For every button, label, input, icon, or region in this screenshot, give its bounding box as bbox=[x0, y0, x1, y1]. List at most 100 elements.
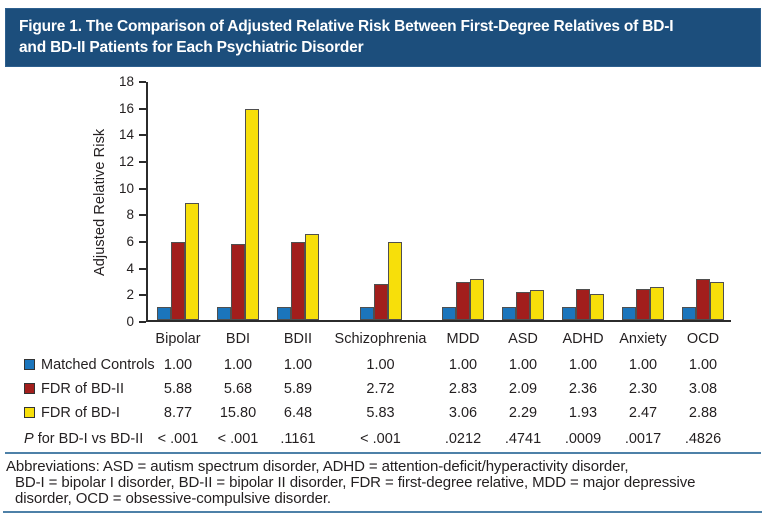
p-value: < .001 bbox=[360, 431, 401, 447]
p-value: < .001 bbox=[217, 431, 259, 447]
y-tick-mark bbox=[139, 134, 146, 137]
p-value: .0212 bbox=[444, 431, 482, 447]
note-line-1: Abbreviations: ASD = autism spectrum dis… bbox=[6, 458, 629, 475]
data-value: 2.29 bbox=[508, 405, 538, 421]
legend-swatch bbox=[24, 359, 35, 370]
bar-fdr-of-bd-i bbox=[470, 279, 484, 320]
data-value: 1.00 bbox=[508, 357, 538, 373]
y-tick-mark bbox=[139, 294, 146, 297]
data-value: 5.89 bbox=[283, 381, 313, 397]
data-value: 2.36 bbox=[568, 381, 598, 397]
data-value: 1.00 bbox=[283, 357, 313, 373]
bar-fdr-of-bd-ii bbox=[291, 241, 305, 320]
category-label: ADHD bbox=[562, 331, 604, 347]
y-tick-label: 2 bbox=[126, 287, 134, 303]
bar-matched-controls bbox=[562, 306, 576, 320]
data-value: 1.93 bbox=[568, 405, 598, 421]
bar-fdr-of-bd-ii bbox=[516, 292, 530, 320]
p-value: < .001 bbox=[157, 431, 199, 447]
category-label: BDI bbox=[225, 331, 251, 347]
legend-label: FDR of BD-II bbox=[41, 381, 124, 397]
category-label: ASD bbox=[508, 331, 538, 347]
y-tick-mark bbox=[139, 214, 146, 217]
data-value: 3.08 bbox=[688, 381, 718, 397]
p-value: .4826 bbox=[684, 431, 722, 447]
legend-swatch bbox=[24, 383, 35, 394]
bar-matched-controls bbox=[359, 306, 374, 320]
data-value: 1.00 bbox=[366, 357, 395, 373]
y-tick-mark bbox=[139, 81, 146, 83]
p-value: .0017 bbox=[624, 431, 662, 447]
divider-rule-bottom bbox=[3, 511, 762, 513]
y-tick-label: 6 bbox=[126, 234, 134, 249]
y-tick-mark bbox=[139, 241, 146, 243]
bar-fdr-of-bd-i bbox=[590, 294, 604, 320]
p-value: .0009 bbox=[564, 431, 602, 447]
p-value-row: P for BD-I vs BD-II < .001 < .001 .1161 < .0… bbox=[0, 430, 768, 449]
category-label: Bipolar bbox=[155, 331, 201, 347]
plot-area bbox=[146, 82, 731, 322]
bar-fdr-of-bd-ii bbox=[636, 289, 650, 320]
data-value: 2.47 bbox=[628, 405, 658, 421]
y-tick-mark bbox=[139, 161, 146, 163]
data-value: 5.68 bbox=[223, 381, 253, 397]
category-label: Anxiety bbox=[619, 331, 667, 347]
data-value: 2.88 bbox=[688, 405, 718, 421]
y-tick-label: 8 bbox=[126, 207, 134, 223]
p-value: .1161 bbox=[280, 431, 316, 447]
data-value: 2.30 bbox=[628, 381, 658, 397]
p-row-label-rest: for BD-I vs BD-II bbox=[33, 431, 144, 447]
bar-matched-controls bbox=[622, 306, 636, 320]
data-value: 6.48 bbox=[283, 405, 313, 421]
data-value: 2.83 bbox=[448, 381, 478, 397]
legend-label: Matched Controls bbox=[41, 357, 155, 373]
data-value: 2.72 bbox=[366, 381, 395, 397]
p-row-label-italic: P bbox=[24, 431, 34, 447]
p-row-label: P for BD-I vs BD-II bbox=[24, 430, 143, 449]
data-value: 1.00 bbox=[688, 357, 718, 373]
data-value: 8.77 bbox=[163, 405, 193, 421]
divider-rule-top bbox=[5, 452, 761, 454]
data-value: 1.00 bbox=[448, 357, 478, 373]
figure-title-bar: Figure 1. The Comparison of Adjusted Rel… bbox=[5, 8, 761, 67]
p-value: .4741 bbox=[504, 431, 542, 447]
abbreviations-note: Abbreviations: ASD = autism spectrum dis… bbox=[6, 458, 754, 508]
figure-title-line-2: and BD-II Patients for Each Psychiatric … bbox=[19, 38, 364, 56]
bar-fdr-of-bd-i bbox=[650, 287, 664, 320]
data-value: 15.80 bbox=[219, 405, 257, 421]
note-line-2: BD-I = bipolar I disorder, BD-II = bipol… bbox=[15, 474, 696, 492]
legend-row: FDR of BD-II 5.88 5.68 5.89 2.72 2.83 2.09 2.36… bbox=[0, 380, 768, 399]
bar-fdr-of-bd-ii bbox=[373, 283, 388, 320]
y-tick-label: 4 bbox=[126, 260, 134, 276]
data-value: 2.09 bbox=[508, 381, 538, 397]
y-tick-label: 16 bbox=[118, 100, 134, 116]
data-value: 1.00 bbox=[568, 357, 598, 373]
y-tick-label: 10 bbox=[118, 180, 134, 196]
y-tick-label: 0 bbox=[126, 314, 134, 329]
bar-fdr-of-bd-i bbox=[245, 109, 259, 320]
bar-fdr-of-bd-ii bbox=[456, 282, 470, 320]
bar-fdr-of-bd-ii bbox=[171, 241, 185, 320]
y-tick-mark bbox=[139, 267, 146, 270]
legend-label: FDR of BD-I bbox=[41, 405, 120, 421]
figure-title-line-1: Figure 1. The Comparison of Adjusted Rel… bbox=[19, 18, 674, 35]
data-value: 1.00 bbox=[628, 357, 658, 373]
data-value: 5.83 bbox=[366, 405, 395, 421]
data-value: 3.06 bbox=[448, 405, 478, 421]
data-value: 1.00 bbox=[223, 357, 253, 373]
bar-fdr-of-bd-i bbox=[387, 242, 402, 320]
legend-row: Matched Controls 1.00 1.00 1.00 1.00 1.00 1.00… bbox=[0, 356, 768, 375]
y-axis-title: Adjusted Relative Risk bbox=[92, 128, 108, 276]
bar-matched-controls bbox=[682, 306, 696, 320]
note-line-3: disorder, OCD = obsessive-compulsive dis… bbox=[15, 490, 331, 508]
y-tick-mark bbox=[139, 321, 146, 323]
data-value: 1.00 bbox=[163, 357, 193, 373]
bar-matched-controls bbox=[157, 306, 171, 320]
bar-fdr-of-bd-i bbox=[185, 203, 199, 320]
data-value: 5.88 bbox=[163, 381, 193, 397]
bar-fdr-of-bd-ii bbox=[231, 244, 245, 320]
bar-fdr-of-bd-i bbox=[710, 281, 724, 320]
category-label: MDD bbox=[446, 331, 480, 347]
y-tick-mark bbox=[139, 187, 146, 190]
